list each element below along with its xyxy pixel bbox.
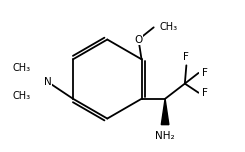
Text: NH₂: NH₂ (155, 131, 175, 142)
Text: CH₃: CH₃ (160, 22, 178, 32)
Text: O: O (134, 35, 143, 45)
Text: CH₃: CH₃ (12, 91, 31, 101)
Text: N: N (44, 77, 52, 87)
Text: F: F (184, 52, 189, 62)
Text: F: F (202, 88, 208, 98)
Text: F: F (202, 68, 208, 78)
Polygon shape (161, 99, 169, 125)
Text: CH₃: CH₃ (12, 63, 31, 73)
